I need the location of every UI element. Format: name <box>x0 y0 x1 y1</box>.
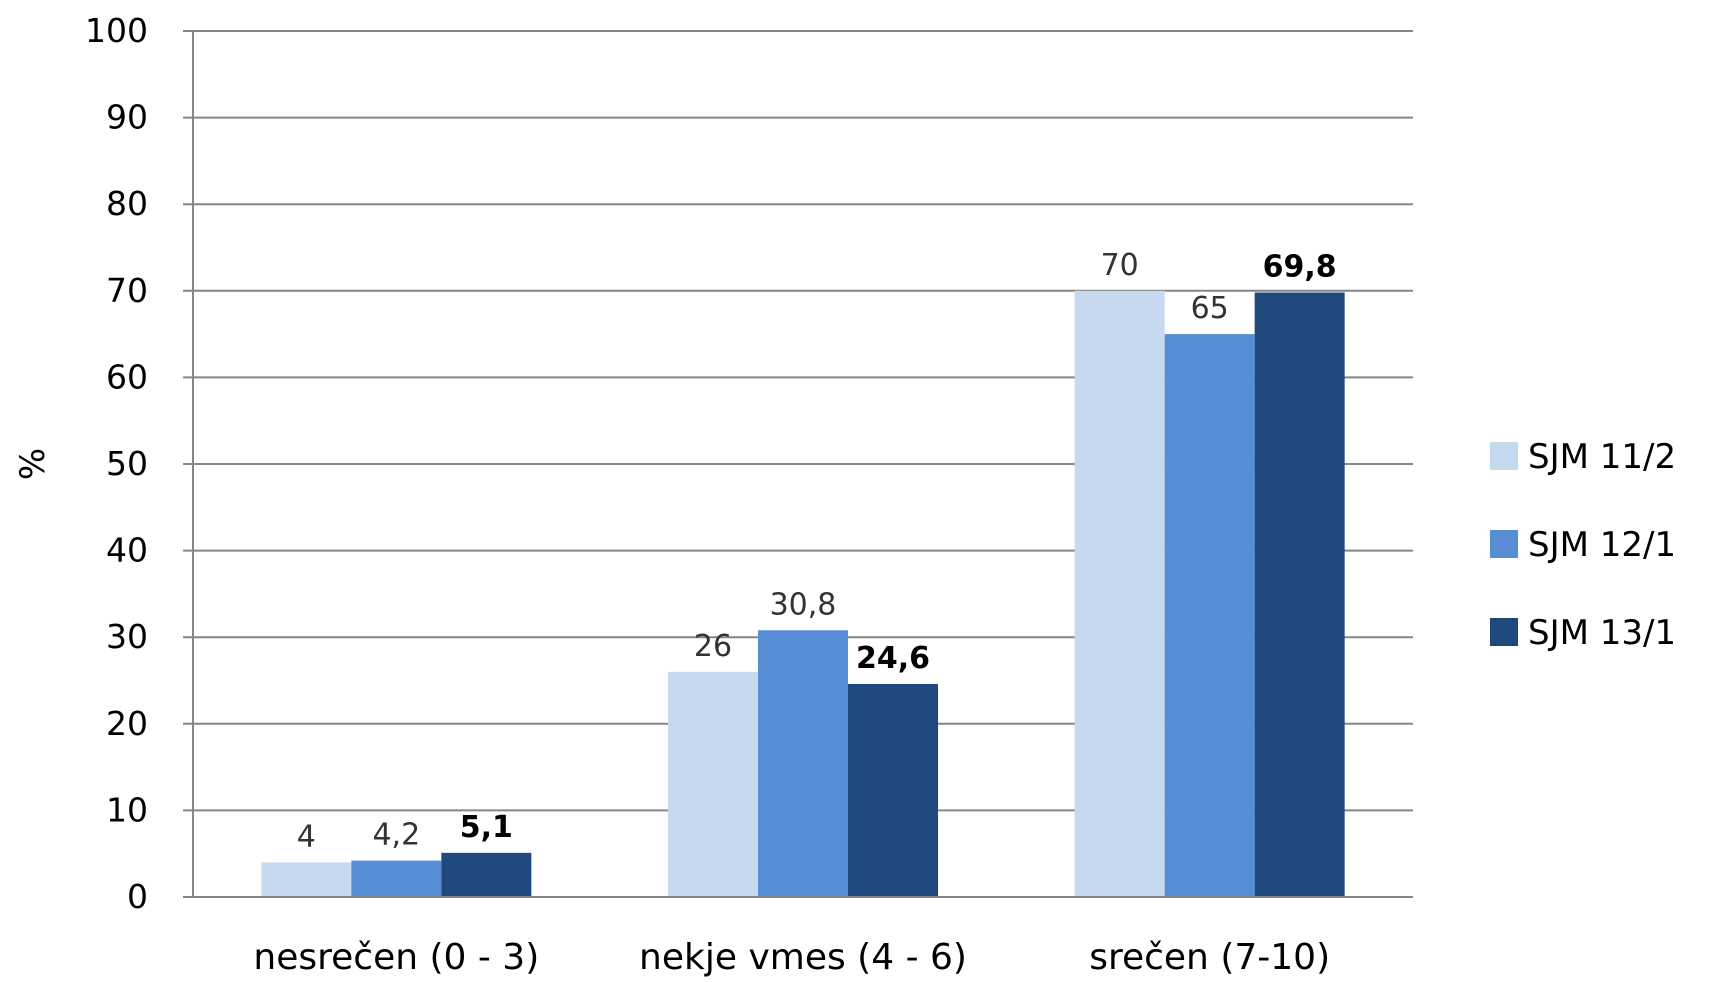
bar <box>1074 290 1165 897</box>
bar <box>1164 334 1255 898</box>
y-tick-label: 100 <box>85 11 148 50</box>
legend-swatch <box>1490 530 1518 558</box>
data-label: 24,6 <box>856 641 930 676</box>
y-tick-label: 0 <box>127 877 148 916</box>
legend: SJM 11/2 SJM 12/1 SJM 13/1 <box>1490 437 1676 653</box>
bar <box>441 852 532 897</box>
x-category-label: nesrečen (0 - 3) <box>253 937 539 978</box>
bar <box>1254 292 1345 898</box>
y-tick-label: 30 <box>106 617 148 656</box>
y-tick-label: 70 <box>106 271 148 310</box>
y-axis-label: % <box>13 448 53 480</box>
data-labels: 4 4,2 5,1 26 30,8 24,6 70 65 69,8 <box>297 248 1337 855</box>
data-label: 26 <box>694 629 732 664</box>
legend-swatch <box>1490 442 1518 470</box>
legend-label: SJM 13/1 <box>1528 613 1676 653</box>
bar <box>848 683 938 897</box>
legend-swatch <box>1490 618 1518 646</box>
data-label: 30,8 <box>770 587 837 622</box>
gridlines <box>183 30 1413 898</box>
bar <box>261 862 352 897</box>
bar <box>758 630 848 897</box>
x-category-label: nekje vmes (4 - 6) <box>639 937 967 978</box>
y-tick-label: 80 <box>106 184 148 223</box>
bar <box>351 860 442 897</box>
x-category-label: srečen (7-10) <box>1089 937 1330 978</box>
data-label: 70 <box>1101 248 1139 283</box>
data-label: 5,1 <box>460 810 513 845</box>
bar <box>668 671 758 897</box>
y-tick-label: 10 <box>106 790 148 829</box>
y-tick-label: 40 <box>106 531 148 570</box>
data-label: 4,2 <box>372 818 420 853</box>
data-label: 65 <box>1191 291 1229 326</box>
bars <box>261 290 1345 898</box>
y-tick-label: 20 <box>106 704 148 743</box>
legend-label: SJM 12/1 <box>1528 525 1676 565</box>
data-label: 4 <box>297 819 316 854</box>
y-tick-label: 90 <box>106 98 148 137</box>
data-label: 69,8 <box>1263 250 1337 285</box>
legend-label: SJM 11/2 <box>1528 437 1676 477</box>
y-tick-label: 50 <box>106 444 148 483</box>
x-axis: nesrečen (0 - 3) nekje vmes (4 - 6) srečen… <box>183 896 1413 978</box>
y-axis: 0 10 20 30 40 50 60 70 80 90 100 <box>85 11 194 916</box>
y-tick-label: 60 <box>106 357 148 396</box>
